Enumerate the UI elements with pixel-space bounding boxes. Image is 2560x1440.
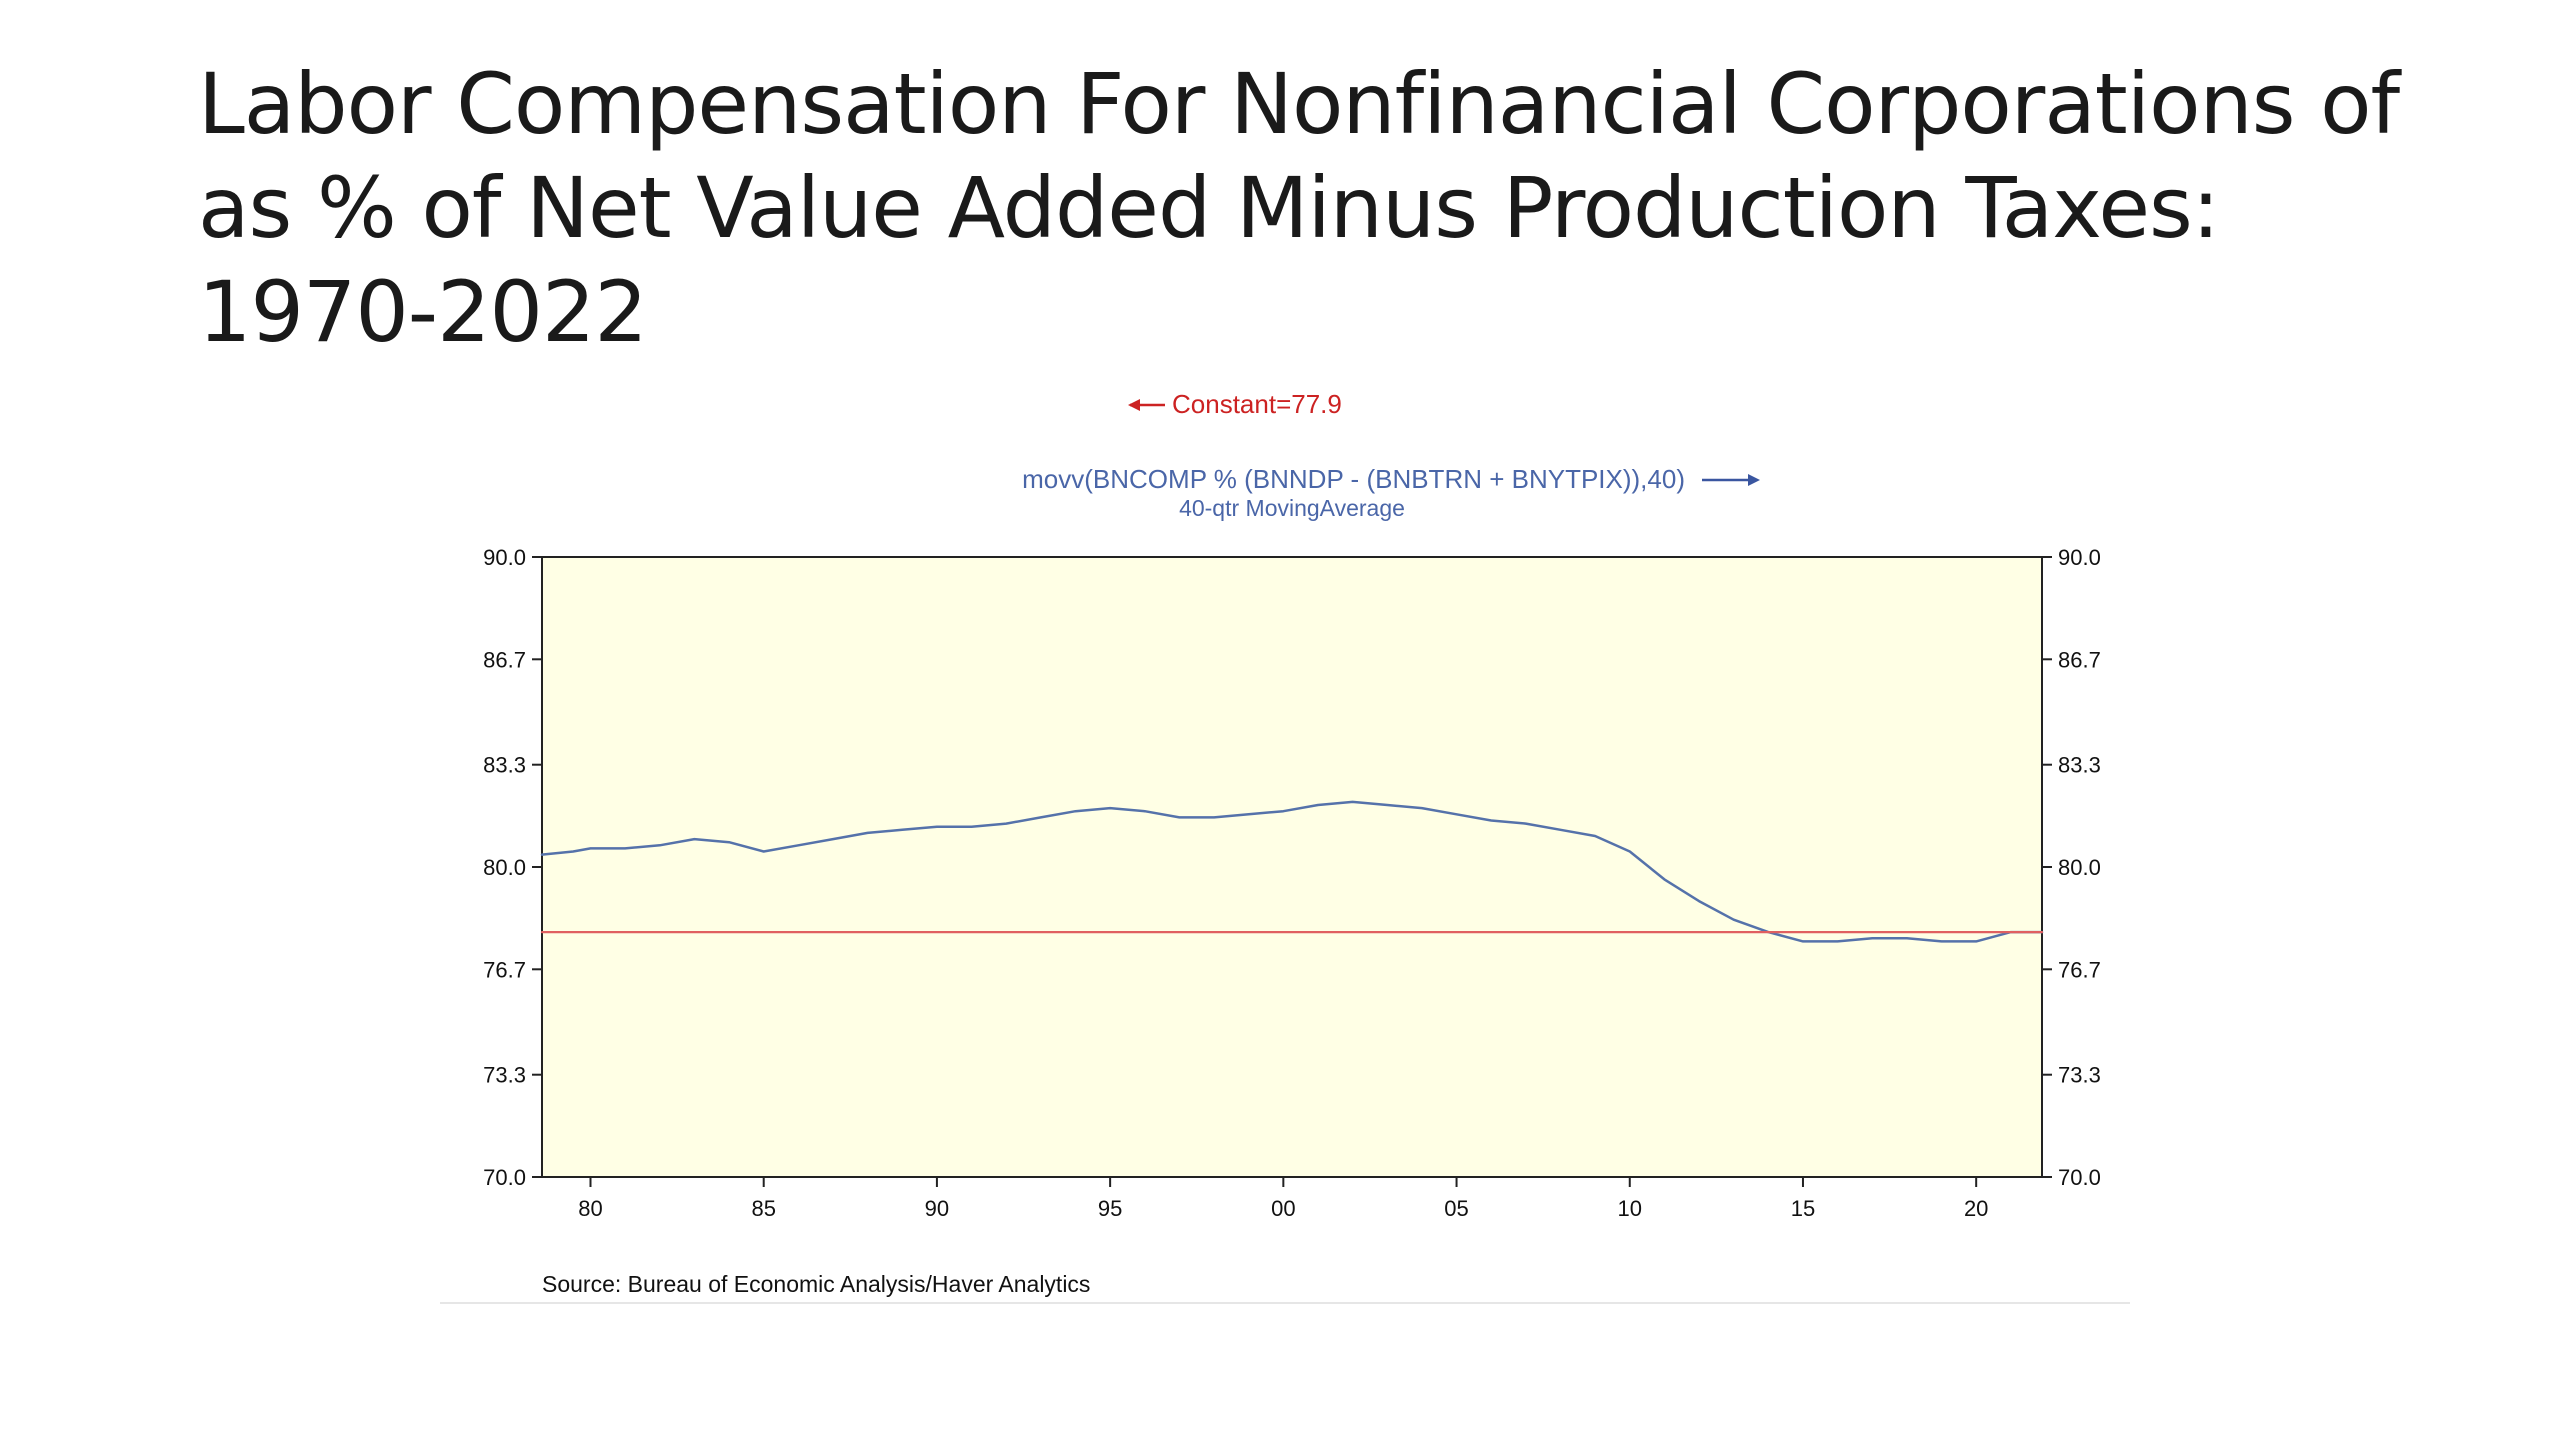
y-tick-label-left: 83.3: [483, 753, 526, 778]
source-note: Source: Bureau of Economic Analysis/Have…: [542, 1271, 1090, 1297]
legend-series-arrowhead: [1748, 474, 1760, 486]
y-axis-right: 90.0 86.7 83.3 80.0 76.7 73.3 70.0: [2042, 545, 2101, 1190]
y-tick-label-left: 73.3: [483, 1063, 526, 1088]
y-tick-label-right: 76.7: [2058, 957, 2101, 982]
x-axis: 80 85 90 95 00 05 10 15 20: [578, 1177, 1988, 1221]
legend-constant-label: Constant=77.9: [1172, 389, 1342, 419]
x-tick-label: 95: [1098, 1196, 1122, 1221]
y-tick-label-left: 70.0: [483, 1165, 526, 1190]
x-tick-label: 00: [1271, 1196, 1295, 1221]
x-tick-label: 15: [1791, 1196, 1815, 1221]
legend-constant: Constant=77.9: [1128, 389, 1342, 419]
chart-container: Constant=77.9 movv(BNCOMP % (BNNDP - (BN…: [440, 380, 2160, 1320]
y-tick-label-left: 76.7: [483, 957, 526, 982]
legend-series: movv(BNCOMP % (BNNDP - (BNBTRN + BNYTPIX…: [1022, 464, 1760, 521]
plot-area: [541, 556, 2043, 1178]
y-tick-label-right: 83.3: [2058, 753, 2101, 778]
series-layer: [540, 800, 2044, 943]
y-tick-label-left: 90.0: [483, 545, 526, 570]
y-tick-label-right: 80.0: [2058, 855, 2101, 880]
y-tick-label-right: 90.0: [2058, 545, 2101, 570]
legend-constant-arrowhead: [1128, 399, 1140, 411]
y-axis-left: 90.0 86.7 83.3 80.0 76.7 73.3 70.0: [483, 545, 542, 1190]
y-tick-label-left: 86.7: [483, 647, 526, 672]
slide-title: Labor Compensation For Nonfinancial Corp…: [198, 55, 2400, 361]
series-line-moving-average: [540, 800, 2044, 943]
x-tick-label: 10: [1618, 1196, 1642, 1221]
line-chart: Constant=77.9 movv(BNCOMP % (BNNDP - (BN…: [440, 389, 2130, 1304]
legend-series-label: movv(BNCOMP % (BNNDP - (BNBTRN + BNYTPIX…: [1022, 464, 1685, 494]
y-tick-label-right: 86.7: [2058, 647, 2101, 672]
x-tick-label: 90: [925, 1196, 949, 1221]
y-tick-label-right: 73.3: [2058, 1063, 2101, 1088]
legend-series-sublabel: 40-qtr MovingAverage: [1179, 495, 1405, 521]
x-tick-label: 05: [1444, 1196, 1468, 1221]
x-tick-label: 20: [1964, 1196, 1988, 1221]
x-tick-label: 85: [751, 1196, 775, 1221]
y-tick-label-left: 80.0: [483, 855, 526, 880]
x-tick-label: 80: [578, 1196, 602, 1221]
y-tick-label-right: 70.0: [2058, 1165, 2101, 1190]
